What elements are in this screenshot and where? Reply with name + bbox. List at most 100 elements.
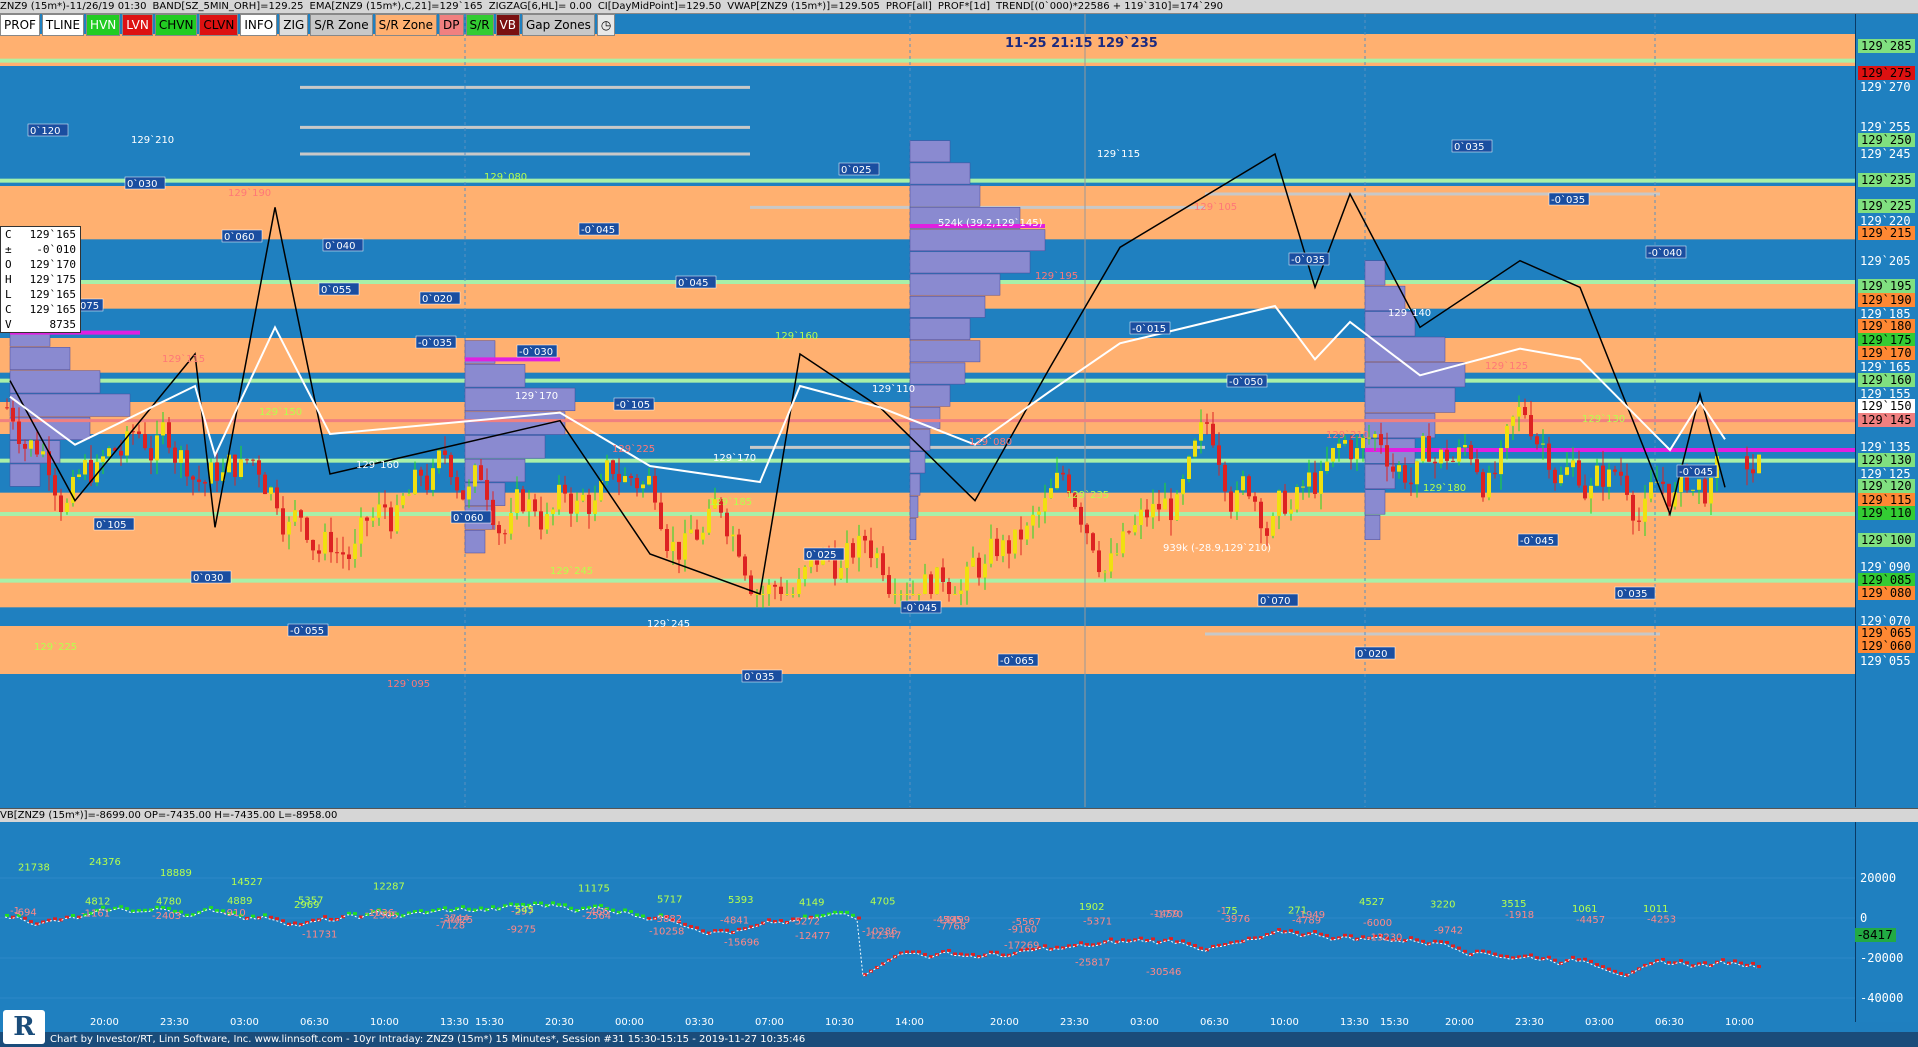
candle-body [1139,509,1143,526]
toolbar-button-zig[interactable]: ZIG [279,14,309,36]
candle-body [1343,440,1347,444]
vb-bar [557,903,561,907]
title-item: VWAP[ZNZ9 (15m*)]=129.505 [727,1,880,12]
candle-body [209,462,213,484]
toolbar-button-clvn[interactable]: CLVN [199,14,239,36]
price-label: 129`180 [1423,482,1466,494]
vb-bar [635,913,639,917]
candle-body [599,480,603,501]
vb-label: -3882 [653,914,682,925]
change-label-box [287,623,329,637]
toolbar-button-s-r[interactable]: S/R [465,14,494,36]
candle-body [443,450,447,455]
toolbar-button-gap-zones[interactable]: Gap Zones [521,14,595,36]
vb-bar [1433,939,1437,943]
candle-body [1091,533,1095,551]
toolbar-button-lvn[interactable]: LVN [122,14,153,36]
time-tick: 14:00 [895,1017,924,1028]
candle-body [605,460,609,481]
vb-bar [1457,946,1461,950]
candle-body [1073,493,1077,507]
vb-label: 1061 [1572,904,1597,915]
candle-body [53,475,57,496]
vb-bar [1349,934,1353,938]
candle-body [695,529,699,540]
vb-bar [251,914,255,918]
vb-bar [1481,949,1485,953]
candle-body [1097,550,1101,573]
vb-bar [569,906,573,910]
vb-bar [827,912,831,916]
vb-bar [173,909,177,913]
candle-body [1421,435,1425,462]
vb-label: 5357 [298,895,323,906]
candle-body [1631,494,1635,521]
vb-bar [83,913,87,917]
candle-body [1499,448,1503,475]
volume-profile-bar [909,362,966,385]
price-chart-panel[interactable]: 0`120 0`030 0`060 0`055 -0`035 129`170 129`225… [0,14,1855,807]
price-label: 0`035 [744,671,774,683]
vb-bar [611,908,615,912]
vb-bar [749,925,753,929]
candle-body [551,509,555,515]
price-label: 129`235 [1066,489,1109,501]
vb-bar [1625,973,1629,977]
vb-label: 5393 [728,895,753,906]
vb-bar [1709,963,1713,967]
clock-icon[interactable]: ◷ [596,14,616,36]
vb-bar [1529,953,1533,957]
candle-body [479,465,483,480]
vb-indicator-canvas[interactable]: -1 -1161 -2403 -910 2969 -1036 -7128 -9275 11175… [0,822,1855,1014]
vb-bar [1733,959,1737,963]
toolbar-button-s-r-zone[interactable]: S/R Zone [374,14,438,36]
vb-bar [509,902,513,906]
candle-body [959,590,963,594]
candle-body [947,581,951,594]
candle-body [1397,465,1401,472]
vb-label: -3976 [1221,914,1250,925]
candle-body [71,476,75,503]
vb-label: -7128 [436,920,465,931]
vb-bar [1601,965,1605,969]
toolbar-button-s-r-zone[interactable]: S/R Zone [310,14,373,36]
toolbar-button-prof[interactable]: PROF [0,14,40,36]
volume-profile-bar [909,184,981,207]
vb-indicator-panel[interactable]: -1 -1161 -2403 -910 2969 -1036 -7128 -9275 11175… [0,822,1855,1022]
vb-bar [1655,959,1659,963]
vb-bar [479,906,483,910]
price-tick: 129`270 [1860,80,1911,95]
candle-body [509,513,513,534]
toolbar-button-tline[interactable]: TLINE [41,14,85,36]
vb-axis[interactable]: 20000 0 -20000 -40000 [1855,822,1918,1022]
vb-bar [245,916,249,920]
candle-body [1385,445,1389,467]
candle-body [1181,479,1185,495]
price-label: -0`045 [581,224,615,236]
vb-bar [35,922,39,926]
time-tick: 03:30 [685,1017,714,1028]
toolbar-button-info[interactable]: INFO [240,14,278,36]
price-chart-canvas[interactable]: 0`120 0`030 0`060 0`055 -0`035 129`170 129`225… [0,14,1855,807]
price-label: 129`160 [775,330,818,342]
vb-bar [599,904,603,908]
candle-body [749,575,753,594]
vb-bar [347,911,351,915]
vb-bar [929,955,933,959]
toolbar-button-hvn[interactable]: HVN [86,14,121,36]
candle-body [1643,498,1647,522]
vb-label: 21738 [18,863,50,874]
candle-body [1061,472,1065,475]
volume-profile-bar [909,518,917,540]
vb-bar [1139,936,1143,940]
toolbar-button-vb[interactable]: VB [495,14,520,36]
vb-label: 545 [515,905,534,916]
candle-body [539,511,543,530]
vb-label: -1949 [1296,910,1325,921]
toolbar-button-dp[interactable]: DP [439,14,464,36]
price-label: 0`025 [841,164,871,176]
price-tick: 129`155 [1860,387,1911,401]
toolbar-button-chvn[interactable]: CHVN [154,14,198,36]
vb-bar [641,914,645,918]
